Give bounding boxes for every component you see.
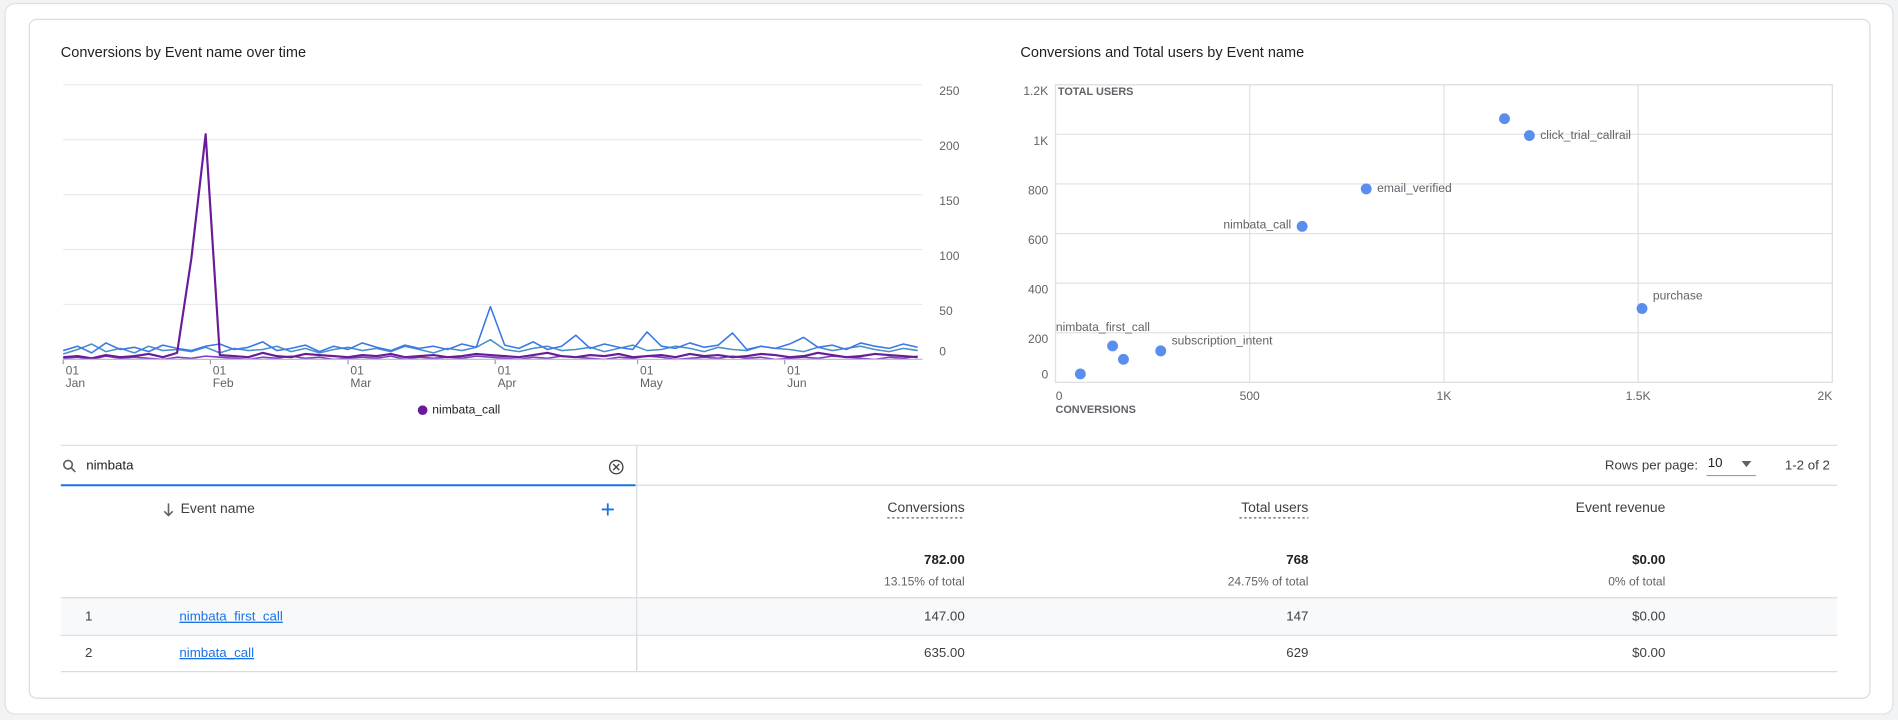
data-point bbox=[1155, 345, 1167, 357]
y-tick-label: 50 bbox=[939, 304, 953, 318]
legend-swatch bbox=[417, 405, 428, 416]
rows-per-page-value[interactable]: 10 bbox=[1708, 455, 1723, 470]
x-tick-label: Apr bbox=[498, 376, 517, 390]
total-share: 24.75% of total bbox=[1228, 574, 1309, 588]
clear-search[interactable] bbox=[608, 459, 624, 475]
data-point bbox=[1118, 353, 1129, 365]
y-tick-label: 1.2K bbox=[1023, 84, 1048, 98]
total-share: 0% of total bbox=[1608, 574, 1665, 588]
x-tick-label: 01 bbox=[213, 364, 227, 378]
dropdown-arrow bbox=[1741, 461, 1752, 468]
point-label: subscription_intent bbox=[1172, 333, 1273, 347]
column-header[interactable]: Event name bbox=[181, 500, 255, 516]
x-tick-label: 01 bbox=[66, 364, 80, 378]
x-tick-label: 1K bbox=[1437, 389, 1452, 403]
search-input[interactable]: nimbata bbox=[86, 457, 134, 472]
clear-icon[interactable] bbox=[608, 459, 624, 475]
data-point bbox=[1523, 130, 1535, 142]
x-axis-title: CONVERSIONS bbox=[1055, 404, 1135, 416]
column-header[interactable]: Event revenue bbox=[1576, 499, 1666, 515]
y-tick-label: 800 bbox=[1028, 183, 1048, 197]
line-chart: 05010015020025001Jan01Feb01Mar01Apr01May… bbox=[62, 84, 960, 416]
point-label: nimbata_first_call bbox=[1056, 320, 1150, 334]
search-box[interactable]: nimbata bbox=[60, 457, 636, 487]
point-label: nimbata_call bbox=[1223, 217, 1291, 231]
x-tick-label: Jun bbox=[787, 376, 806, 390]
search-icon bbox=[70, 467, 76, 473]
y-tick-label: 100 bbox=[939, 249, 959, 263]
cell: 147.00 bbox=[924, 609, 965, 624]
data-point bbox=[1296, 220, 1308, 232]
pagination-range: 1-2 of 2 bbox=[1785, 457, 1830, 472]
data-point bbox=[1074, 368, 1086, 380]
event-link[interactable]: nimbata_call bbox=[179, 645, 254, 660]
row-index: 2 bbox=[85, 645, 92, 660]
x-tick-label: Feb bbox=[213, 376, 234, 390]
table: nimbata Rows per page: 10 1-2 of 2 Event… bbox=[60, 444, 1838, 673]
y-tick-label: 0 bbox=[1041, 367, 1048, 381]
x-tick-label: May bbox=[640, 376, 664, 390]
event-link[interactable]: nimbata_first_call bbox=[179, 609, 283, 624]
y-axis-title: TOTAL USERS bbox=[1058, 86, 1134, 98]
search-icon bbox=[62, 459, 74, 470]
x-tick-label: 01 bbox=[350, 364, 364, 378]
x-tick-label: 0 bbox=[1056, 389, 1063, 403]
cell: 629 bbox=[1286, 645, 1308, 660]
total-value: $0.00 bbox=[1632, 552, 1665, 567]
scatter-chart: 0 200 400 600 800 1K 1.2K 0 500 1K 1.5K 2K TOTAL USE… bbox=[1023, 84, 1833, 416]
add-dimension-button[interactable] bbox=[601, 503, 614, 516]
y-tick-label: 150 bbox=[939, 194, 959, 208]
total-share: 13.15% of total bbox=[884, 574, 965, 588]
card bbox=[28, 18, 1871, 699]
cell: $0.00 bbox=[1632, 645, 1665, 660]
x-tick-label: 01 bbox=[498, 364, 512, 378]
data-point bbox=[1107, 340, 1119, 352]
y-tick-label: 200 bbox=[939, 139, 959, 153]
data-point bbox=[1360, 183, 1372, 195]
y-tick-label: 400 bbox=[1028, 283, 1048, 297]
y-tick-label: 250 bbox=[939, 84, 959, 98]
total-value: 768 bbox=[1286, 552, 1308, 567]
cell: $0.00 bbox=[1632, 609, 1665, 624]
y-tick-label: 1K bbox=[1033, 134, 1048, 148]
series-line bbox=[63, 133, 918, 360]
clear-icon bbox=[612, 463, 620, 471]
cell: 147 bbox=[1286, 609, 1308, 624]
rows-per-page-select[interactable]: 10 bbox=[1706, 455, 1757, 477]
column-header[interactable]: Conversions bbox=[887, 499, 964, 515]
point-label: email_verified bbox=[1377, 181, 1452, 195]
scatter-chart-title: Conversions and Total users by Event nam… bbox=[1020, 45, 1304, 61]
y-tick-label: 200 bbox=[1028, 332, 1048, 346]
x-tick-label: 01 bbox=[640, 364, 654, 378]
x-tick-label: 01 bbox=[787, 364, 801, 378]
point-label: purchase bbox=[1653, 289, 1703, 303]
data-point bbox=[1636, 303, 1648, 314]
column-header[interactable]: Total users bbox=[1241, 499, 1308, 515]
point-label: click_trial_callrail bbox=[1540, 128, 1631, 142]
total-value: 782.00 bbox=[924, 552, 965, 567]
row-highlight bbox=[60, 597, 1838, 636]
rows-per-page-label: Rows per page: bbox=[1605, 457, 1698, 472]
data-point bbox=[1499, 113, 1510, 125]
series-line bbox=[62, 305, 918, 354]
x-tick-label: Jan bbox=[66, 376, 85, 390]
line-chart-title: Conversions by Event name over time bbox=[61, 45, 306, 61]
x-tick-label: 1.5K bbox=[1626, 389, 1651, 403]
sort-arrow bbox=[163, 503, 174, 517]
row-index: 1 bbox=[85, 609, 92, 624]
x-tick-label: 500 bbox=[1240, 389, 1260, 403]
y-tick-label: 0 bbox=[939, 344, 946, 358]
x-tick-label: 2K bbox=[1818, 389, 1833, 403]
x-tick-label: Mar bbox=[350, 376, 371, 390]
cell: 635.00 bbox=[924, 645, 965, 660]
y-tick-label: 600 bbox=[1028, 233, 1048, 247]
legend-label: nimbata_call bbox=[432, 402, 500, 416]
